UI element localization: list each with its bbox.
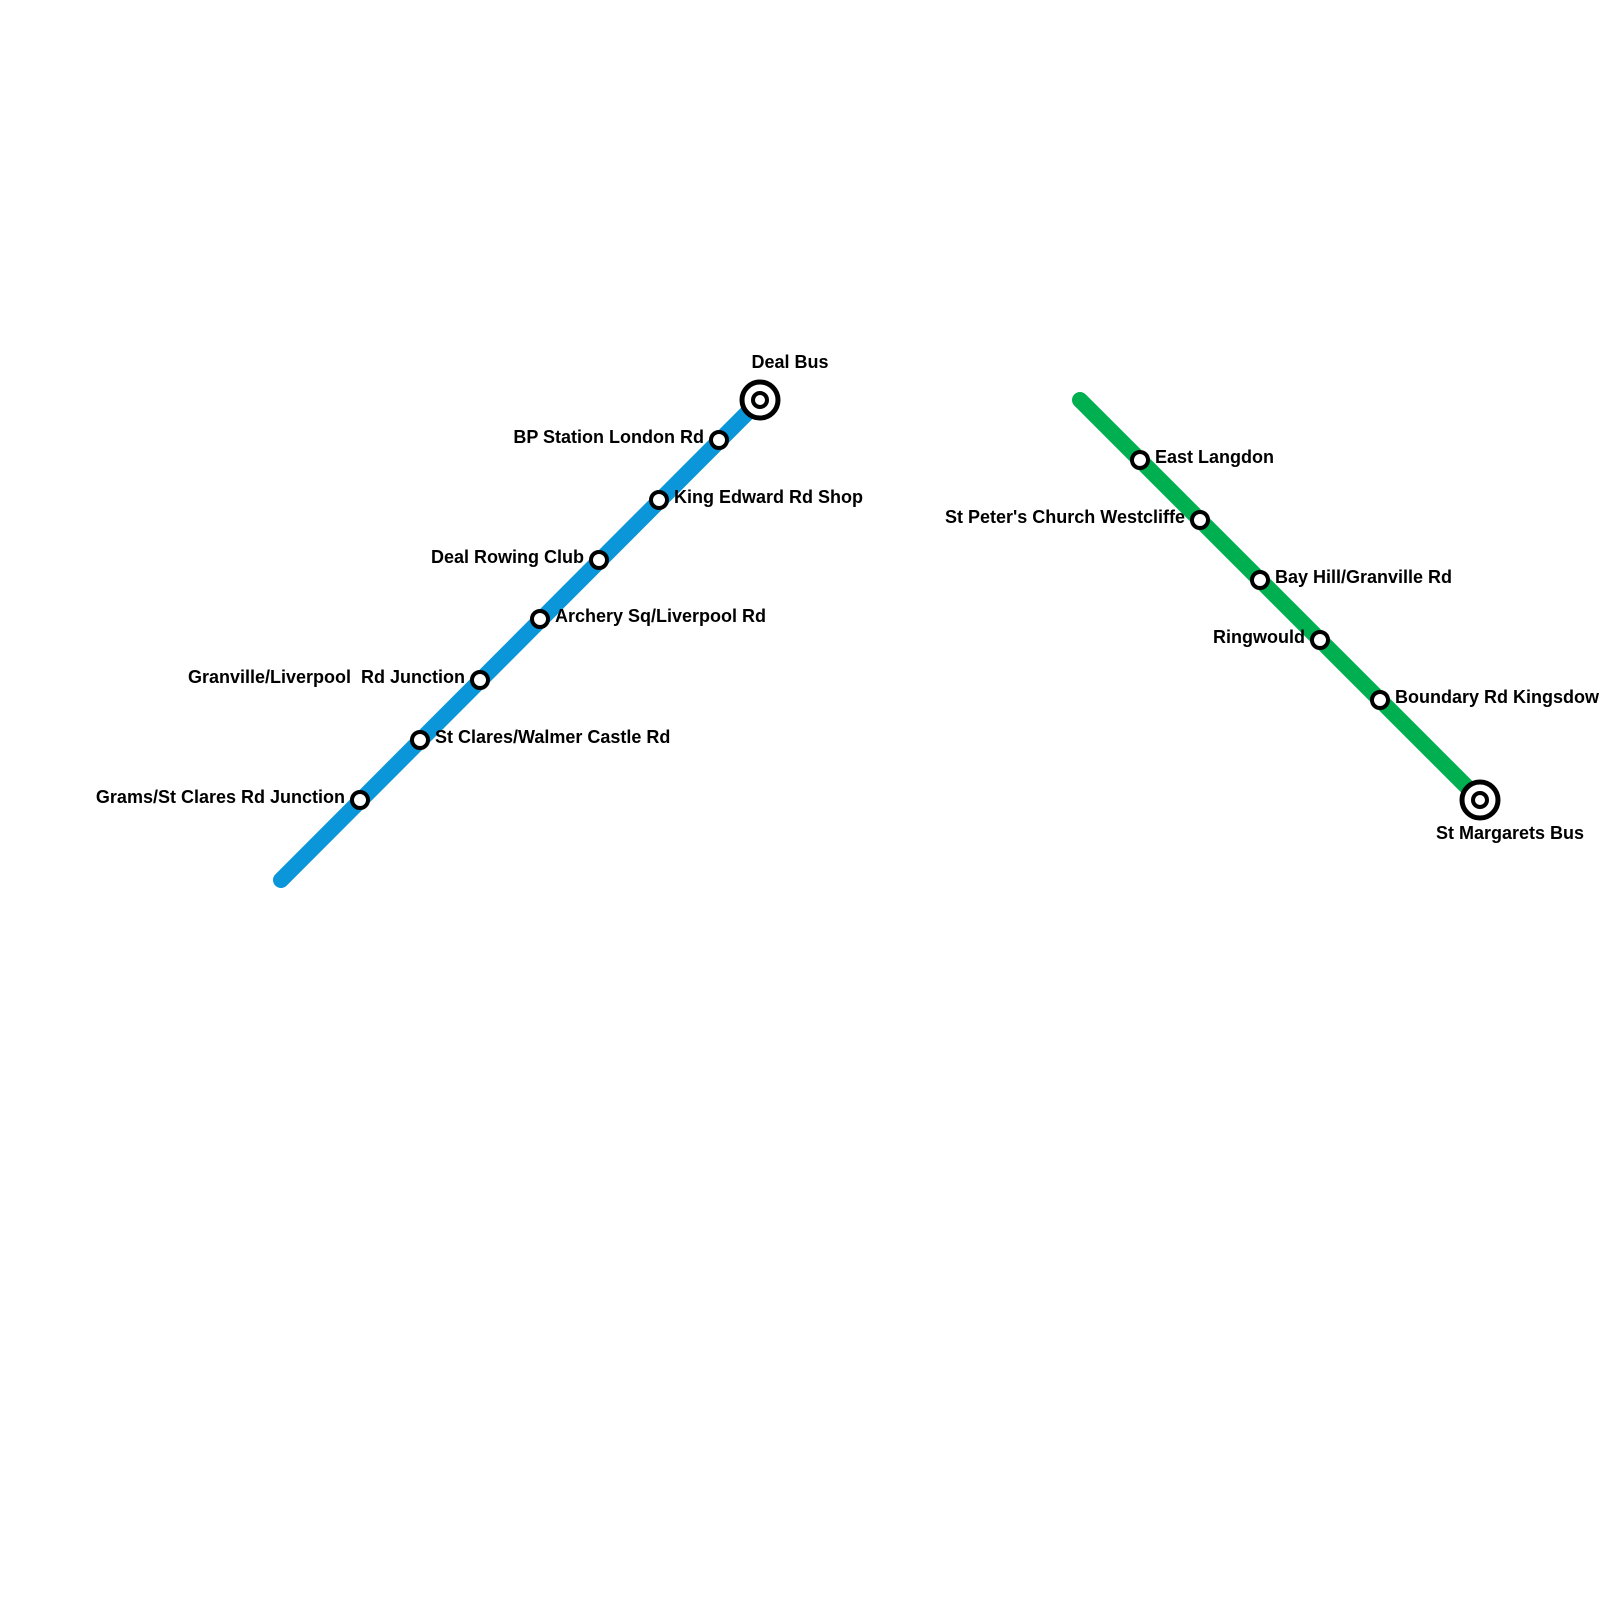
station-label: Granville/Liverpool Rd Junction <box>188 667 465 687</box>
station-label: St Peter's Church Westcliffe <box>945 507 1185 527</box>
station-label: Boundary Rd Kingsdown <box>1395 687 1600 707</box>
station <box>1250 570 1270 590</box>
station-label: Ringwould <box>1213 627 1305 647</box>
station-label: King Edward Rd Shop <box>674 487 863 507</box>
station <box>1130 450 1150 470</box>
station <box>649 490 669 510</box>
terminus-inner <box>751 391 769 409</box>
station-label: BP Station London Rd <box>513 427 704 447</box>
station-label: Deal Rowing Club <box>431 547 584 567</box>
route-line <box>273 392 768 888</box>
station <box>350 790 370 810</box>
station <box>1190 510 1210 530</box>
terminus-inner <box>1471 791 1489 809</box>
station-label: St Margarets Bus <box>1436 823 1584 843</box>
station-label: Grams/St Clares Rd Junction <box>96 787 345 807</box>
station-label: East Langdon <box>1155 447 1274 467</box>
station <box>1310 630 1330 650</box>
station <box>530 609 550 629</box>
station <box>589 550 609 570</box>
station <box>709 430 729 450</box>
station-label: St Clares/Walmer Castle Rd <box>435 727 670 747</box>
station <box>410 730 430 750</box>
station-label: Deal Bus <box>751 352 828 372</box>
station-label: Archery Sq/Liverpool Rd <box>555 606 766 626</box>
station <box>470 670 490 690</box>
station <box>1370 690 1390 710</box>
station-label: Bay Hill/Granville Rd <box>1275 567 1452 587</box>
